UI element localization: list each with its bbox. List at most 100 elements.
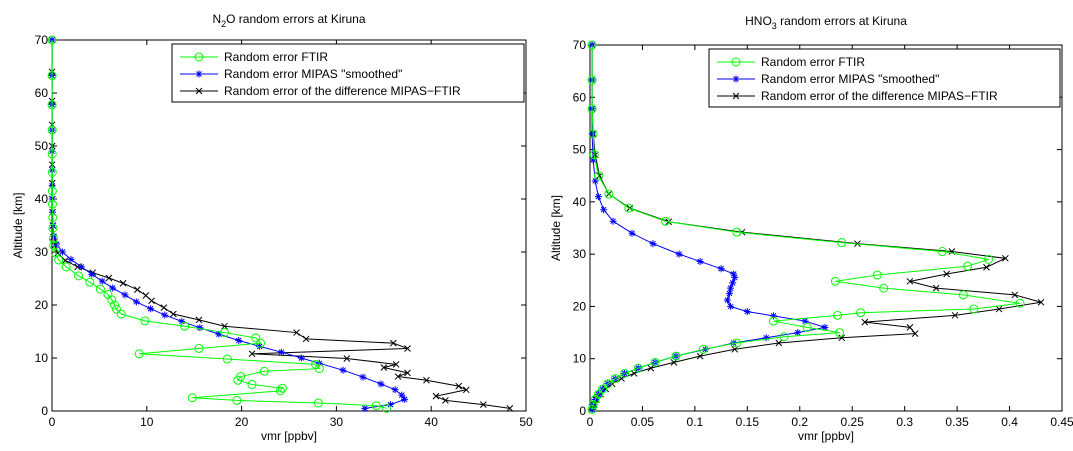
data-point bbox=[256, 338, 266, 348]
data-point bbox=[587, 104, 597, 114]
legend: Random error FTIR Random error MIPAS "smo… bbox=[708, 48, 1061, 108]
data-point bbox=[111, 304, 121, 314]
data-point bbox=[969, 304, 979, 314]
x-tick-label: 0.15 bbox=[736, 415, 760, 429]
data-point bbox=[587, 75, 597, 85]
data-point bbox=[377, 380, 385, 388]
data-point bbox=[116, 309, 126, 319]
data-point bbox=[729, 279, 737, 287]
x-tick-label: 10 bbox=[140, 415, 154, 429]
data-point bbox=[661, 216, 671, 226]
data-point bbox=[951, 311, 959, 319]
data-point bbox=[47, 168, 57, 177]
y-tick-label: 40 bbox=[573, 195, 587, 209]
data-point bbox=[297, 354, 305, 362]
data-point bbox=[590, 394, 600, 404]
data-point bbox=[609, 217, 617, 225]
data-point bbox=[984, 254, 994, 264]
data-point bbox=[180, 321, 190, 331]
data-point bbox=[47, 71, 57, 81]
data-point bbox=[121, 291, 129, 299]
legend-box bbox=[708, 48, 1061, 108]
data-point bbox=[856, 308, 866, 318]
data-point bbox=[1037, 298, 1045, 306]
y-tick-label: 40 bbox=[35, 192, 49, 206]
legend-box bbox=[171, 43, 525, 103]
chart-title-subscript: 2 bbox=[221, 19, 226, 29]
legend-label: Random error of the difference MIPAS−FTI… bbox=[224, 84, 461, 98]
x-axis-label: vmr [ppbv] bbox=[261, 429, 317, 443]
data-point bbox=[394, 373, 402, 380]
y-tick-label: 0 bbox=[41, 404, 48, 418]
data-point bbox=[232, 395, 242, 405]
y-tick-label: 70 bbox=[35, 33, 49, 47]
data-point bbox=[587, 404, 597, 414]
data-point bbox=[593, 171, 603, 181]
data-point bbox=[54, 249, 62, 257]
data-point bbox=[731, 274, 739, 282]
data-point bbox=[743, 308, 751, 316]
data-point bbox=[1002, 254, 1009, 262]
data-point bbox=[277, 348, 285, 356]
data-point bbox=[401, 395, 409, 403]
data-point bbox=[937, 247, 947, 257]
chart-title: HNO3 random errors at Kiruna bbox=[745, 14, 907, 31]
data-point bbox=[588, 400, 598, 410]
data-point bbox=[85, 277, 95, 287]
data-point bbox=[861, 318, 869, 326]
data-point bbox=[67, 255, 75, 263]
data-point bbox=[48, 223, 58, 233]
data-point bbox=[821, 323, 829, 331]
data-point bbox=[293, 329, 300, 336]
data-point bbox=[119, 279, 127, 287]
y-tick-label: 60 bbox=[573, 90, 587, 104]
chart-title-rest: random errors at Kiruna bbox=[777, 14, 907, 28]
y-axis-label: Altitude [km] bbox=[549, 195, 563, 261]
data-point bbox=[588, 130, 596, 138]
data-point bbox=[727, 302, 735, 310]
data-point bbox=[53, 240, 61, 248]
data-point bbox=[600, 206, 608, 214]
data-point bbox=[835, 328, 845, 338]
data-point bbox=[995, 305, 1003, 313]
y-tick-label: 10 bbox=[35, 351, 49, 365]
data-point bbox=[649, 240, 657, 248]
data-point bbox=[132, 298, 140, 306]
data-point bbox=[140, 316, 150, 326]
y-tick-label: 10 bbox=[573, 352, 587, 366]
series-line bbox=[591, 45, 1021, 410]
chart-title-rest: O random errors at Kiruna bbox=[226, 12, 366, 26]
x-tick-label: 0.2 bbox=[791, 415, 808, 429]
x-tick-label: 30 bbox=[330, 415, 344, 429]
data-point bbox=[730, 270, 738, 278]
data-point bbox=[830, 276, 840, 286]
data-point bbox=[726, 289, 734, 297]
data-point bbox=[178, 317, 186, 325]
data-point bbox=[398, 391, 406, 399]
data-point bbox=[696, 257, 704, 265]
data-point bbox=[380, 364, 388, 371]
legend-label: Random error MIPAS "smoothed" bbox=[761, 72, 939, 86]
data-point bbox=[628, 229, 636, 237]
data-point bbox=[872, 270, 882, 280]
x-tick-label: 0.25 bbox=[841, 415, 865, 429]
data-point bbox=[442, 397, 449, 404]
data-point bbox=[247, 380, 257, 389]
x-tick-label: 0 bbox=[49, 415, 56, 429]
data-point bbox=[506, 404, 514, 412]
data-point bbox=[802, 322, 812, 332]
x-tick-label: 0.1 bbox=[687, 415, 704, 429]
legend-label: Random error of the difference MIPAS−FTI… bbox=[761, 89, 998, 103]
data-point bbox=[195, 316, 203, 324]
legend-label: Random error MIPAS "smoothed" bbox=[224, 67, 402, 81]
y-tick-label: 30 bbox=[35, 245, 49, 259]
data-point bbox=[134, 349, 144, 359]
data-point bbox=[698, 344, 708, 354]
data-point bbox=[943, 270, 950, 278]
data-point bbox=[932, 284, 940, 292]
data-point bbox=[727, 284, 735, 292]
data-point bbox=[596, 172, 603, 180]
series-circle bbox=[587, 40, 1025, 414]
legend: Random error FTIR Random error MIPAS "smo… bbox=[171, 43, 525, 103]
data-point bbox=[47, 35, 57, 45]
